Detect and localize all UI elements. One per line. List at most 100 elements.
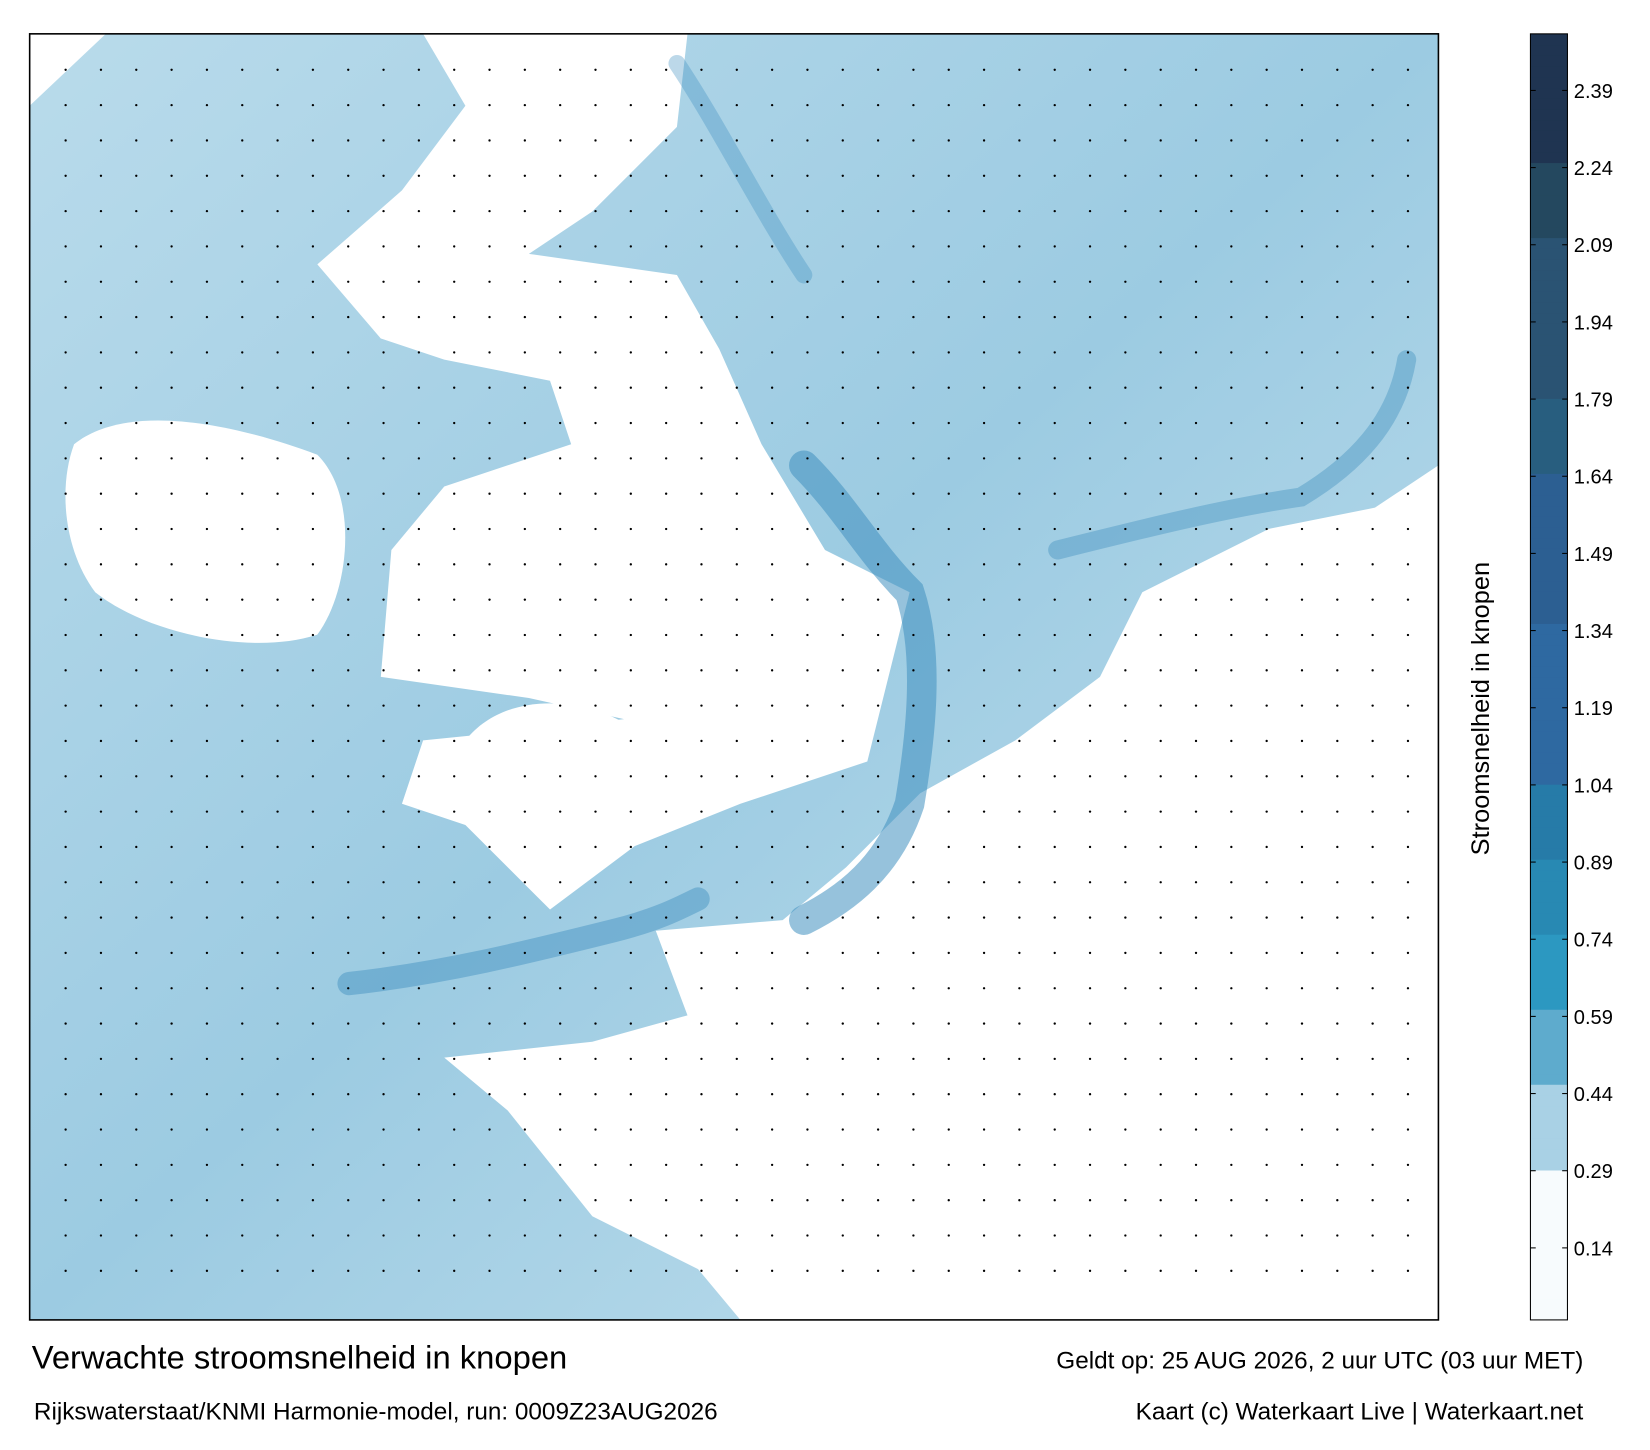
grid-dot (135, 633, 138, 637)
grid-dot (700, 245, 703, 248)
grid-dot (1230, 527, 1233, 531)
grid-dot (1053, 174, 1056, 177)
grid-dot (488, 739, 491, 743)
grid-dot (947, 280, 950, 283)
colorbar-segment (1530, 1041, 1568, 1053)
grid-dot (1124, 775, 1127, 778)
colorbar-segment (1530, 1051, 1568, 1064)
grid-dot (523, 315, 527, 319)
grid-dot (559, 598, 562, 601)
grid-dot (1124, 704, 1127, 707)
grid-dot (1018, 1093, 1021, 1096)
colorbar-segment (1530, 805, 1568, 817)
grid-dot (64, 563, 67, 566)
grid-dot (311, 810, 315, 813)
grid-dot (947, 68, 950, 71)
grid-dot (1336, 245, 1339, 248)
grid-dot (135, 209, 138, 213)
grid-dot (1194, 845, 1198, 849)
grid-dot (241, 916, 244, 919)
grid-dot (912, 386, 915, 389)
grid-dot (1159, 68, 1162, 71)
grid-dot (1371, 951, 1374, 955)
grid-dot (841, 669, 844, 672)
grid-dot (559, 563, 562, 566)
grid-dot (594, 1093, 597, 1096)
grid-dot (170, 245, 173, 248)
grid-dot (417, 916, 421, 919)
grid-dot (1300, 1057, 1304, 1061)
grid-dot (1336, 916, 1339, 919)
grid-dot (664, 1128, 668, 1131)
grid-dot (1018, 527, 1021, 531)
grid-dot (947, 704, 950, 707)
grid-dot (1088, 174, 1092, 177)
grid-dot (1159, 492, 1162, 495)
grid-dot (347, 987, 350, 990)
grid-dot (417, 1199, 421, 1202)
grid-dot (1124, 1199, 1127, 1202)
grid-dot (417, 987, 421, 990)
grid-dot (311, 492, 315, 495)
grid-dot (664, 951, 668, 955)
grid-dot (1371, 1163, 1374, 1167)
grid-dot (1265, 810, 1268, 813)
grid-dot (982, 704, 986, 707)
grid-dot (453, 245, 456, 248)
grid-dot (982, 492, 986, 495)
grid-dot (382, 563, 385, 566)
grid-dot (841, 174, 844, 177)
grid-dot (1336, 1269, 1339, 1273)
grid-dot (594, 174, 597, 177)
grid-dot (1159, 457, 1162, 460)
grid-dot (806, 174, 809, 177)
grid-dot (912, 951, 915, 955)
grid-dot (1194, 174, 1198, 177)
grid-dot (417, 1269, 421, 1273)
grid-dot (1230, 1093, 1233, 1096)
grid-dot (276, 103, 279, 107)
grid-dot (982, 209, 986, 213)
grid-dot (488, 315, 491, 319)
grid-dot (453, 1234, 456, 1237)
grid-dot (700, 1163, 703, 1167)
grid-dot (382, 209, 385, 213)
colorbar-segment (1530, 1159, 1568, 1171)
grid-dot (453, 492, 456, 495)
grid-dot (241, 1199, 244, 1202)
grid-dot (453, 1022, 456, 1025)
grid-dot (1018, 1128, 1021, 1131)
grid-dot (559, 457, 562, 460)
grid-dot (841, 1199, 844, 1202)
grid-dot (135, 421, 138, 425)
grid-dot (1124, 421, 1127, 425)
grid-dot (311, 386, 315, 389)
grid-dot (629, 916, 632, 919)
grid-dot (170, 1199, 173, 1202)
grid-dot (1300, 386, 1304, 389)
grid-dot (806, 457, 809, 460)
grid-dot (629, 669, 632, 672)
grid-dot (205, 704, 209, 707)
grid-dot (1406, 527, 1410, 531)
grid-dot (170, 1234, 173, 1237)
grid-dot (1018, 810, 1021, 813)
grid-dot (417, 598, 421, 601)
colorbar-segment (1530, 923, 1568, 935)
colorbar-segment (1530, 505, 1568, 517)
grid-dot (135, 669, 138, 672)
colorbar-segment (1530, 1309, 1568, 1321)
grid-dot (841, 1128, 844, 1131)
grid-dot (382, 1234, 385, 1237)
colorbar-segment (1530, 44, 1568, 56)
grid-dot (1406, 315, 1410, 319)
grid-dot (982, 951, 986, 955)
grid-dot (1088, 492, 1092, 495)
grid-dot (559, 1128, 562, 1131)
colorbar-segment (1530, 612, 1568, 624)
grid-dot (1336, 881, 1339, 884)
grid-dot (1300, 351, 1304, 354)
grid-dot (1406, 68, 1410, 71)
grid-dot (735, 351, 738, 354)
grid-dot (99, 563, 103, 566)
